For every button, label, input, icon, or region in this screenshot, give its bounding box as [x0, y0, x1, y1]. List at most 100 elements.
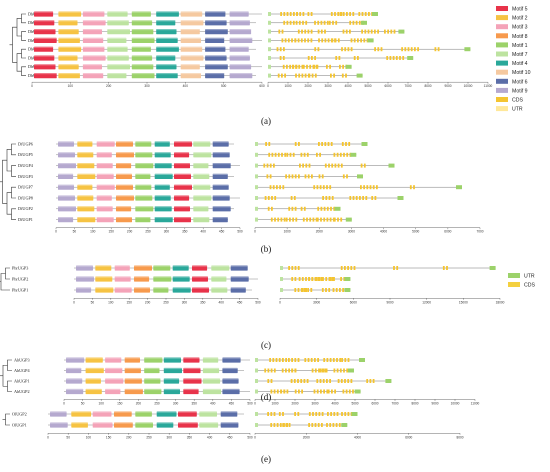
motif-highlight [211, 276, 227, 278]
tree-branch [11, 165, 16, 177]
cds-exon [380, 47, 383, 52]
utr-block [268, 29, 271, 34]
cds-exon [333, 217, 336, 222]
motif-highlight [58, 141, 74, 143]
cds-exon [281, 38, 284, 43]
motif-highlight [230, 287, 246, 289]
cds-exon [298, 142, 300, 146]
cds-exon [275, 358, 278, 362]
utr-block [268, 73, 271, 78]
cds-exon [330, 142, 333, 146]
cds-exon [446, 266, 448, 270]
legend-swatch [496, 15, 508, 21]
tree-branch [16, 18, 22, 37]
cds-exon [333, 206, 336, 211]
cds-exon [273, 389, 276, 394]
cds-exon [321, 368, 324, 373]
tick-label: 200 [145, 300, 151, 304]
motif-highlight [34, 29, 56, 31]
cds-exon [326, 206, 329, 211]
motif-block [174, 184, 192, 190]
tick-label: 5000 [364, 84, 371, 88]
motif-highlight [77, 195, 94, 197]
motif-block [193, 173, 210, 179]
cds-exon [349, 196, 352, 200]
cds-exon [341, 47, 343, 52]
cds-exon [322, 379, 325, 383]
cds-exon [288, 358, 290, 362]
legend-label: Motif 4 [512, 61, 528, 67]
motif-highlight [66, 378, 83, 380]
cds-exon [330, 73, 332, 78]
utr-block [344, 288, 351, 292]
cds-exon [369, 379, 372, 383]
cds-exon [290, 196, 293, 200]
legend-label: Motif 5 [512, 7, 528, 13]
motif-block [135, 217, 151, 223]
motif-block [107, 20, 129, 26]
motif-highlight [96, 163, 113, 165]
motif-highlight [174, 217, 191, 219]
tick-label: 100 [99, 401, 105, 405]
cds-exon [264, 196, 267, 200]
cds-exon [267, 379, 270, 383]
cds-exon [333, 412, 336, 416]
legend-label: UTR [512, 107, 523, 113]
utr-block [341, 423, 348, 427]
motif-highlight [222, 367, 238, 370]
motif-highlight [92, 411, 112, 413]
motif-highlight [66, 388, 84, 391]
motif-block [154, 141, 170, 147]
legend-swatch [496, 6, 508, 11]
gene-label: DfUGP6 [18, 141, 33, 146]
cds-exon [321, 423, 323, 427]
cds-exon [337, 12, 340, 16]
motif-highlight [154, 173, 173, 175]
tree-branch [21, 66, 26, 76]
tree-branch [5, 413, 10, 426]
motif-block [107, 73, 127, 79]
motif-block [156, 46, 179, 52]
cds-exon [344, 379, 346, 383]
cds-exon [376, 185, 378, 190]
cds-exon [329, 423, 332, 427]
tick-label: 500 [255, 300, 261, 304]
cds-exon [365, 196, 368, 200]
motif-block [205, 73, 225, 79]
motif-highlight [85, 388, 102, 391]
legend-swatch [496, 42, 508, 48]
motif-highlight [178, 422, 198, 424]
cds-exon [282, 185, 285, 190]
tick-label: 300 [173, 401, 179, 405]
legend-swatch [496, 87, 508, 93]
cds-exon [410, 47, 413, 52]
motif-highlight [156, 29, 177, 31]
motif-block [156, 37, 178, 43]
gene-label: DfUGP2 [18, 206, 33, 211]
tick-label: 0 [55, 230, 57, 234]
tick-label: 18000 [496, 300, 505, 304]
tick-label: 100 [108, 300, 114, 304]
cds-exon [321, 288, 324, 292]
tick-label: 0 [254, 230, 256, 234]
cds-exon [349, 20, 352, 25]
cds-exon [289, 12, 292, 16]
motif-block [192, 265, 208, 271]
cds-exon [300, 288, 303, 292]
cds-exon [308, 163, 311, 168]
cds-exon [345, 29, 348, 34]
cds-exon [335, 20, 338, 25]
utr-block [361, 20, 367, 25]
cds-exon [325, 277, 328, 281]
motif-block [34, 20, 55, 26]
cds-exon [301, 277, 304, 281]
motif-highlight [85, 378, 101, 380]
motif-highlight [124, 367, 141, 370]
motif-highlight [116, 184, 133, 186]
cds-exon [407, 47, 410, 52]
motif-highlight [82, 64, 102, 66]
cds-exon [291, 174, 294, 179]
utr-block [356, 73, 363, 78]
utr-block [268, 20, 271, 25]
legend-swatch [496, 106, 508, 112]
